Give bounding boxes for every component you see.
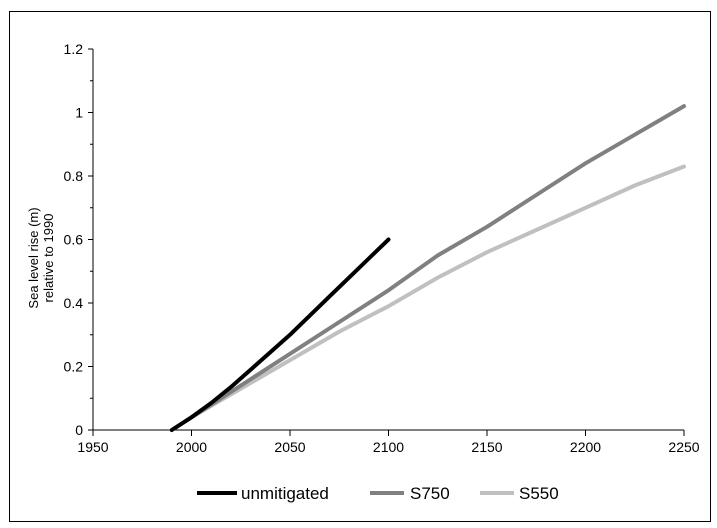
y-tick-label: 0 <box>75 422 83 438</box>
x-tick-label: 2050 <box>274 439 305 455</box>
y-axis-label-line1: Sea level rise (m) <box>26 207 41 308</box>
x-tick-label: 2000 <box>176 439 207 455</box>
series-line-s550 <box>169 164 686 432</box>
series-line-unmitigated <box>169 237 391 432</box>
x-tick-label: 2200 <box>570 439 601 455</box>
axes: 0 0.2 0.4 0.6 0.8 1 1.2 1950 2000 2050 2100 2150 220… <box>64 41 700 455</box>
y-tick-label: 0.2 <box>64 359 84 375</box>
x-tick-label: 2150 <box>471 439 502 455</box>
legend-label-s750: S750 <box>410 484 450 503</box>
y-axis-label-line2: relative to 1990 <box>41 214 56 303</box>
legend-label-unmitigated: unmitigated <box>241 484 329 503</box>
series-line-s750 <box>169 104 686 432</box>
x-tick-label: 2250 <box>668 439 699 455</box>
x-tick-label: 2100 <box>373 439 404 455</box>
y-tick-label: 0.6 <box>64 232 84 248</box>
legend-label-s550: S550 <box>519 484 559 503</box>
y-tick-label: 1.2 <box>64 41 84 57</box>
series-layer <box>169 104 686 432</box>
legend: unmitigated S750 S550 <box>197 484 559 503</box>
y-tick-label: 0.4 <box>64 295 84 311</box>
y-tick-label: 0.8 <box>64 168 84 184</box>
y-tick-label: 1 <box>75 105 83 121</box>
x-tick-label: 1950 <box>77 439 108 455</box>
